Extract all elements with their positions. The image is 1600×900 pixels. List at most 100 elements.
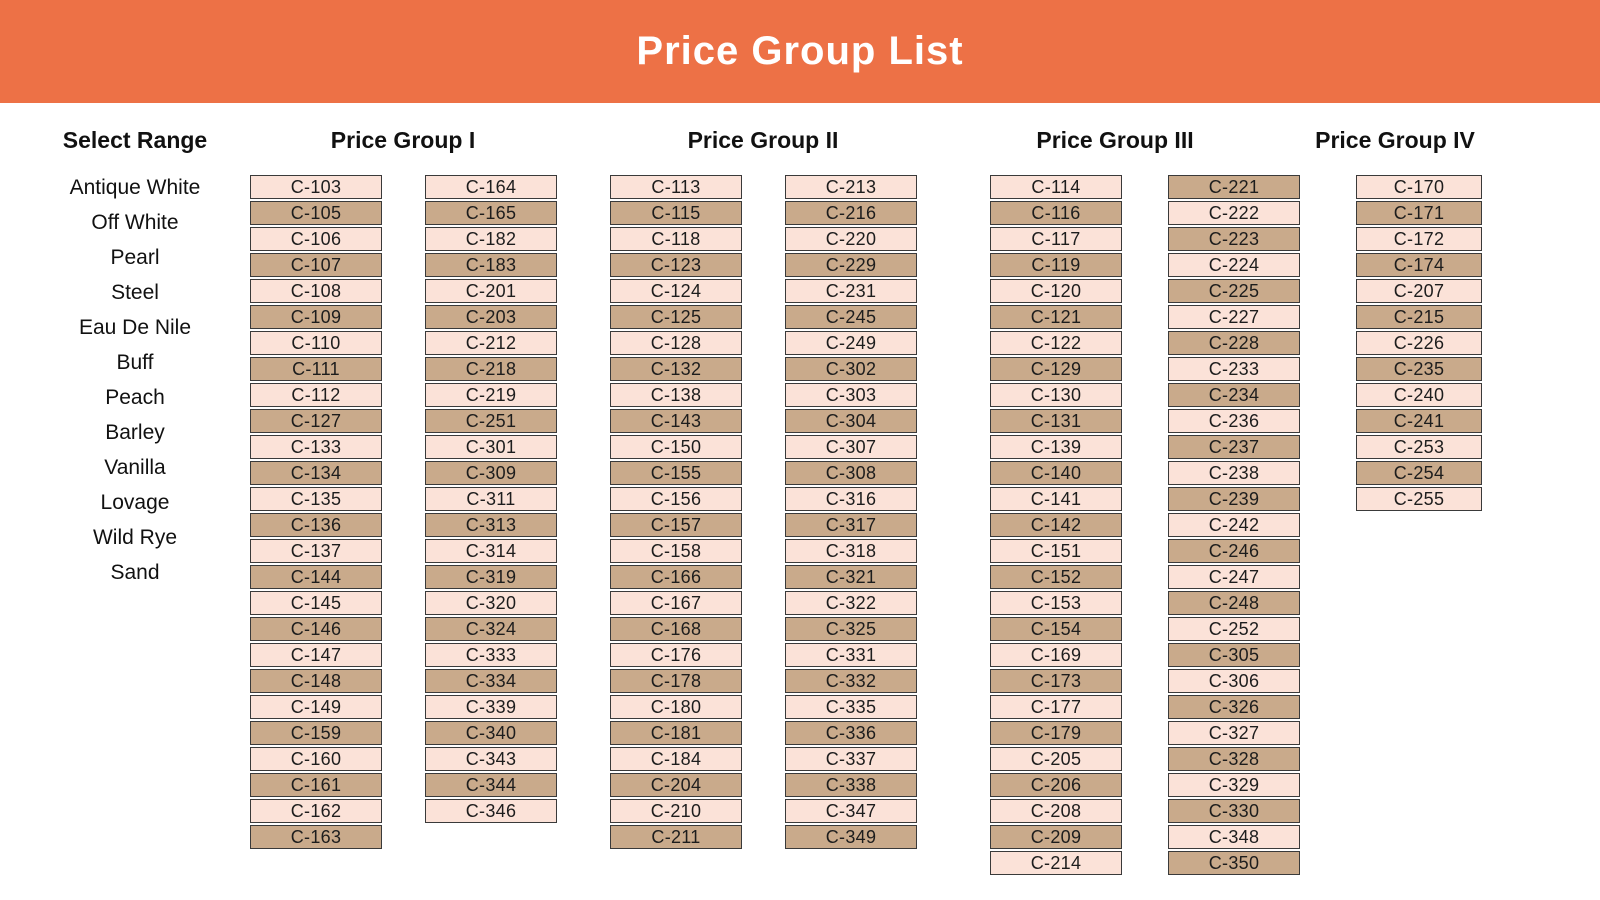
code-cell: C-307	[785, 435, 917, 459]
code-cell: C-160	[250, 747, 382, 771]
code-cell: C-324	[425, 617, 557, 641]
group-2-column-2: C-213 C-216 C-220 C-229 C-231 C-245 C-249 C-302…	[785, 175, 917, 851]
code-cell: C-207	[1356, 279, 1482, 303]
code-cell: C-137	[250, 539, 382, 563]
code-cell: C-214	[990, 851, 1122, 875]
code-cell: C-109	[250, 305, 382, 329]
code-cell: C-319	[425, 565, 557, 589]
code-cell: C-108	[250, 279, 382, 303]
code-cell: C-221	[1168, 175, 1300, 199]
page-title: Price Group List	[636, 29, 964, 73]
code-cell: C-306	[1168, 669, 1300, 693]
code-cell: C-179	[990, 721, 1122, 745]
code-cell: C-131	[990, 409, 1122, 433]
code-cell: C-343	[425, 747, 557, 771]
range-item: Eau De Nile	[78, 316, 192, 339]
code-cell: C-216	[785, 201, 917, 225]
code-cell: C-328	[1168, 747, 1300, 771]
code-cell: C-183	[425, 253, 557, 277]
code-cell: C-143	[610, 409, 742, 433]
code-cell: C-203	[425, 305, 557, 329]
code-cell: C-317	[785, 513, 917, 537]
code-cell: C-135	[250, 487, 382, 511]
code-cell: C-182	[425, 227, 557, 251]
code-cell: C-155	[610, 461, 742, 485]
code-cell: C-133	[250, 435, 382, 459]
group-1-column-2: C-164 C-165 C-182 C-183 C-201 C-203 C-212 C-218…	[425, 175, 557, 825]
code-cell: C-245	[785, 305, 917, 329]
range-item: Sand	[110, 561, 160, 584]
select-range-list: Antique White Off White Pearl Steel Eau De N…	[15, 170, 255, 590]
range-item: Barley	[105, 421, 165, 444]
code-cell: C-142	[990, 513, 1122, 537]
range-item: Peach	[105, 386, 165, 409]
code-cell: C-210	[610, 799, 742, 823]
code-cell: C-316	[785, 487, 917, 511]
code-cell: C-148	[250, 669, 382, 693]
code-cell: C-325	[785, 617, 917, 641]
code-cell: C-136	[250, 513, 382, 537]
code-cell: C-332	[785, 669, 917, 693]
code-cell: C-349	[785, 825, 917, 849]
code-cell: C-114	[990, 175, 1122, 199]
group-3-column-1: C-114 C-116 C-117 C-119 C-120 C-121 C-122 C-129…	[990, 175, 1122, 877]
group-4-column-1: C-170 C-171 C-172 C-174 C-207 C-215 C-226 C-235…	[1356, 175, 1482, 513]
price-group-2-heading: Price Group II	[687, 127, 839, 153]
code-cell: C-344	[425, 773, 557, 797]
code-cell: C-139	[990, 435, 1122, 459]
code-cell: C-252	[1168, 617, 1300, 641]
code-cell: C-124	[610, 279, 742, 303]
code-cell: C-178	[610, 669, 742, 693]
code-cell: C-170	[1356, 175, 1482, 199]
code-cell: C-172	[1356, 227, 1482, 251]
code-cell: C-247	[1168, 565, 1300, 589]
code-cell: C-163	[250, 825, 382, 849]
code-cell: C-146	[250, 617, 382, 641]
code-cell: C-117	[990, 227, 1122, 251]
code-cell: C-209	[990, 825, 1122, 849]
code-cell: C-242	[1168, 513, 1300, 537]
code-cell: C-168	[610, 617, 742, 641]
code-cell: C-173	[990, 669, 1122, 693]
code-cell: C-158	[610, 539, 742, 563]
code-cell: C-204	[610, 773, 742, 797]
range-item: Lovage	[100, 491, 170, 514]
code-cell: C-105	[250, 201, 382, 225]
code-cell: C-162	[250, 799, 382, 823]
code-cell: C-305	[1168, 643, 1300, 667]
code-cell: C-311	[425, 487, 557, 511]
code-cell: C-201	[425, 279, 557, 303]
code-cell: C-127	[250, 409, 382, 433]
group-3-column-2: C-221 C-222 C-223 C-224 C-225 C-227 C-228 C-233…	[1168, 175, 1300, 877]
code-cell: C-116	[990, 201, 1122, 225]
code-cell: C-301	[425, 435, 557, 459]
code-cell: C-254	[1356, 461, 1482, 485]
code-cell: C-206	[990, 773, 1122, 797]
code-cell: C-122	[990, 331, 1122, 355]
code-cell: C-239	[1168, 487, 1300, 511]
code-cell: C-346	[425, 799, 557, 823]
code-cell: C-227	[1168, 305, 1300, 329]
code-cell: C-128	[610, 331, 742, 355]
code-cell: C-303	[785, 383, 917, 407]
code-cell: C-111	[250, 357, 382, 381]
group-2-column-1: C-113 C-115 C-118 C-123 C-124 C-125 C-128 C-132…	[610, 175, 742, 851]
code-cell: C-123	[610, 253, 742, 277]
code-cell: C-134	[250, 461, 382, 485]
code-cell: C-106	[250, 227, 382, 251]
code-cell: C-140	[990, 461, 1122, 485]
code-cell: C-164	[425, 175, 557, 199]
select-range-heading: Select Range	[62, 127, 208, 153]
price-group-1-heading: Price Group I	[330, 127, 476, 153]
code-cell: C-154	[990, 617, 1122, 641]
code-cell: C-107	[250, 253, 382, 277]
code-cell: C-234	[1168, 383, 1300, 407]
code-cell: C-147	[250, 643, 382, 667]
code-cell: C-337	[785, 747, 917, 771]
code-cell: C-212	[425, 331, 557, 355]
code-cell: C-339	[425, 695, 557, 719]
code-cell: C-115	[610, 201, 742, 225]
code-cell: C-220	[785, 227, 917, 251]
code-cell: C-171	[1356, 201, 1482, 225]
